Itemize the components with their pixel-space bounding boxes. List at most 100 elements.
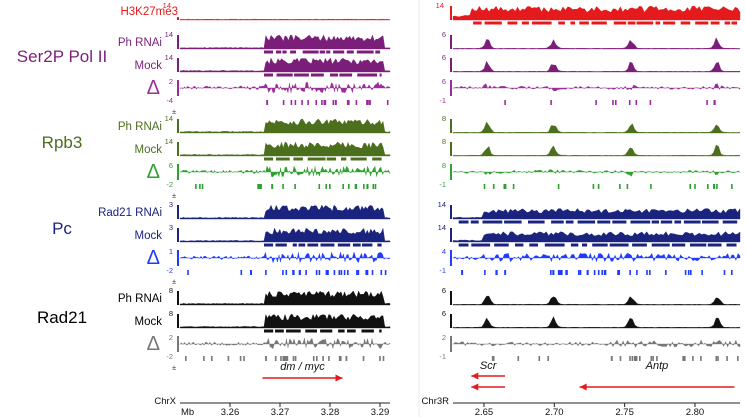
pc-track-2-left-tick — [347, 270, 349, 275]
h3k27me3-right-track-peak — [484, 21, 502, 25]
pc-track-2-right-tick — [731, 270, 733, 275]
pc-track-1-right-peak — [632, 243, 647, 247]
rad21-track-0-left — [179, 290, 391, 306]
rad21-track-2-left-tick — [379, 356, 381, 361]
rad21-track-2-right-tick — [639, 356, 641, 361]
h3k27me3-right-track-peak — [591, 21, 607, 25]
rpb3-track-2-label: Δ — [147, 161, 160, 183]
rpb3-track-0-label: Ph RNAi — [118, 121, 162, 133]
pc-track-0-right-peak — [722, 220, 738, 224]
left_axis-unit-label: Mb — [181, 407, 194, 417]
pc-track-2-left-tick — [343, 270, 346, 275]
pc-track-0-right-peak — [651, 220, 659, 224]
pc-track-2-left-scale-bar — [177, 250, 179, 266]
pc-track-1-left-peak — [352, 243, 361, 247]
left_axis-axis-tick-label: 3.28 — [321, 407, 340, 417]
rad21-track-1-right — [452, 316, 741, 329]
ser2p-pol-ii-track-2-right-tick — [504, 100, 506, 105]
rad21-track-1-left-peak — [379, 329, 382, 333]
rad21-track-2-left-tick — [294, 356, 297, 361]
pc-track-0-right-scale-bar — [450, 205, 452, 219]
rpb3-track-1-left-peak — [341, 157, 347, 161]
ser2p-pol-ii-track-0-left-peak — [319, 50, 326, 54]
ser2p-pol-ii-track-0-right — [452, 37, 741, 50]
rad21-track-1-left-peak — [338, 329, 345, 333]
pc-track-2-right-tick — [636, 270, 638, 275]
ser2p-pol-ii-track-1-left-peak — [264, 73, 273, 77]
ser2p-pol-ii-track-2-label: Δ — [147, 77, 160, 99]
rpb3-track-1-left-peak — [307, 157, 326, 161]
rad21-track-0-left-scale-bar — [177, 291, 179, 305]
rpb3-track-2-right-tick — [483, 184, 486, 189]
rad21-track-2-left-tick — [280, 356, 282, 361]
ser2p-pol-ii-track-2-left — [179, 81, 391, 94]
pc-track-2-left-tick — [293, 270, 295, 275]
group-label-ser2p-pol-ii: Ser2P Pol II — [17, 47, 107, 66]
rad21-track-2-right-min: -1 — [439, 352, 446, 361]
rpb3-track-0-right-scale: 8 — [442, 114, 446, 123]
h3k27me3-left-scale: 14 — [163, 1, 171, 10]
ser2p-pol-ii-track-1-left-peak — [339, 73, 353, 77]
rad21-track-1-left-peak — [361, 329, 374, 333]
rad21-track-2-left-tick — [274, 356, 277, 361]
ser2p-pol-ii-track-2-right-tick — [706, 100, 708, 105]
pc-track-2-right-tick — [604, 270, 607, 275]
h3k27me3-right-track-peak — [558, 21, 565, 25]
rpb3-track-2-left-tick — [260, 184, 262, 189]
pc-track-2-right-tick — [646, 270, 648, 275]
pc-track-1-right-peak — [726, 243, 737, 247]
pc-track-2-left-tick — [325, 270, 328, 275]
rad21-track-1-left-peak — [275, 329, 284, 333]
pc-track-1-right-peak — [609, 243, 629, 247]
pc-track-1-right-peak — [671, 243, 686, 247]
rpb3-track-2-right-tick — [707, 184, 709, 189]
pc-track-1-left-peak — [307, 243, 319, 247]
rad21-track-2-left-tick — [382, 356, 385, 361]
pc-track-1-right-peak — [458, 243, 469, 247]
pc-track-2-right-tick — [561, 270, 563, 275]
ser2p-pol-ii-track-2-right — [452, 83, 741, 92]
h3k27me3-right-track-peak — [636, 21, 654, 25]
rad21-track-2-right-tick — [547, 356, 549, 361]
rpb3-track-2-left-tick — [342, 184, 344, 189]
rpb3-track-2-left-tick — [195, 184, 197, 189]
pc-track-2-right — [452, 252, 741, 263]
pc-track-2-right-tick — [684, 270, 687, 275]
h3k27me3-right-track-peak — [570, 21, 576, 25]
rad21-track-2-right-tick — [635, 356, 638, 361]
rad21-track-2-left-tick — [211, 356, 213, 361]
rpb3-track-2-right-tick — [504, 184, 507, 189]
pc-track-1-right-peak — [544, 243, 565, 247]
rad21-track-1-left-peak — [305, 329, 317, 333]
rpb3-track-1-right-scale-bar — [450, 142, 452, 156]
pc-track-1-left-peak — [377, 243, 382, 247]
rpb3-track-2-right-tick — [694, 184, 696, 189]
rpb3-track-2-left-tick — [258, 184, 260, 189]
rpb3-track-2-left-scale: 6 — [169, 161, 173, 170]
ser2p-pol-ii-track-2-left-tick — [323, 100, 326, 105]
pc-track-1-right-peak — [494, 243, 509, 247]
ser2p-pol-ii-track-2-left-tick — [355, 100, 358, 105]
pc-track-1-left-peak — [337, 243, 351, 247]
ser2p-pol-ii-track-1-left-peak — [330, 73, 338, 77]
ser2p-pol-ii-track-2-left-tick — [321, 100, 323, 105]
pc-track-1-right-peak — [707, 243, 722, 247]
rpb3-track-1-left-scale: 14 — [165, 137, 173, 146]
pc-track-1-right-peak — [529, 243, 538, 247]
rpb3-track-2-left-tick — [348, 184, 350, 189]
pc-track-0-right — [452, 208, 741, 220]
ser2p-pol-ii-track-2-right-tick — [714, 100, 716, 105]
pc-track-2-right-tick — [484, 270, 486, 275]
ser2p-pol-ii-track-2-left-tick — [266, 100, 268, 105]
rpb3-track-2-left-tick — [329, 184, 331, 189]
rad21-track-1-right-scale-bar — [450, 314, 452, 328]
pc-track-2-right-min: -1 — [439, 266, 446, 275]
h3k27me3-right-track-peak — [579, 21, 589, 25]
rad21-track-2-right-scale: 2 — [442, 333, 446, 342]
h3k27me3-right-scale: 14 — [436, 1, 444, 10]
rad21-track-2-left-tick — [285, 356, 287, 361]
rad21-track-1-left — [179, 313, 391, 329]
group-label-rad21: Rad21 — [37, 308, 87, 327]
ser2p-pol-ii-track-2-left-scale-bar — [177, 80, 179, 96]
